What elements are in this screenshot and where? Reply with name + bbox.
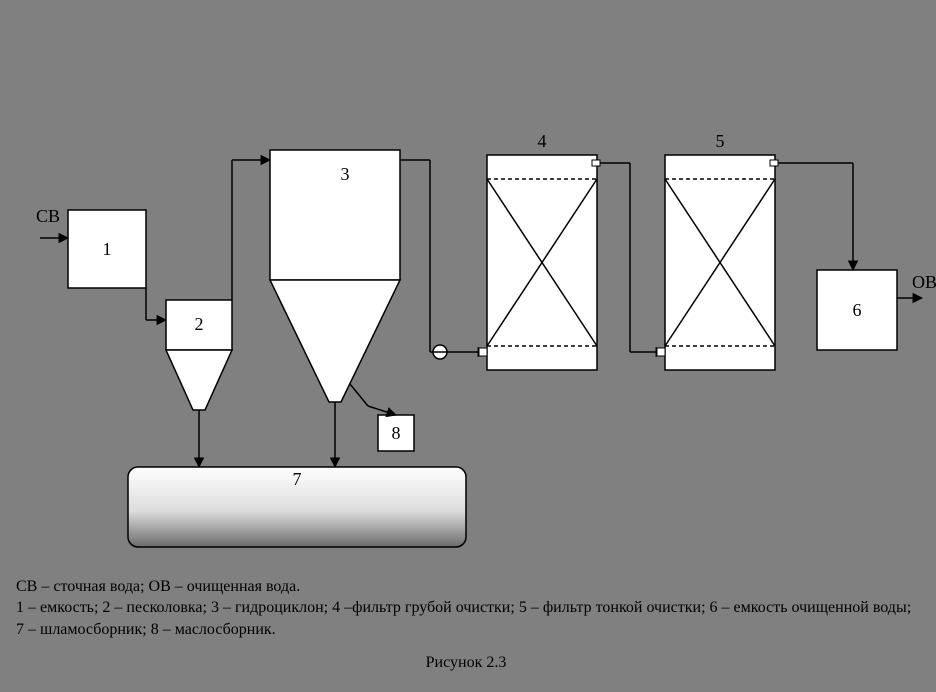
port-f5_in (657, 348, 665, 356)
port-f5_top (770, 160, 778, 166)
hydrocyclone-body (270, 150, 400, 280)
caption-block: СВ – сточная вода; ОВ – очищенная вода. … (16, 576, 916, 674)
port-f4_in (479, 348, 487, 356)
port-f4_top (592, 160, 600, 166)
label-8: 8 (392, 423, 401, 443)
label-5: 5 (716, 131, 725, 151)
label-6: 6 (853, 300, 862, 320)
sand-trap-hopper (166, 350, 232, 410)
label-4: 4 (538, 131, 547, 151)
label-2: 2 (195, 314, 204, 334)
caption-line-1: СВ – сточная вода; ОВ – очищенная вода. (16, 576, 916, 598)
process-flow-diagram: 1 2 3 4 5 6 7 8 СВ ОВ (0, 0, 936, 590)
flow-oil_a (350, 384, 368, 406)
hydrocyclone-cone (270, 280, 400, 402)
label-cb: СВ (36, 206, 60, 226)
caption-line-2: 1 – емкость; 2 – песколовка; 3 – гидроци… (16, 597, 916, 640)
label-7: 7 (293, 469, 302, 489)
label-3: 3 (341, 164, 350, 184)
label-ob: ОВ (912, 272, 936, 292)
label-1: 1 (103, 239, 112, 259)
figure-title: Рисунок 2.3 (16, 652, 916, 674)
flow-oil_b (368, 406, 396, 415)
